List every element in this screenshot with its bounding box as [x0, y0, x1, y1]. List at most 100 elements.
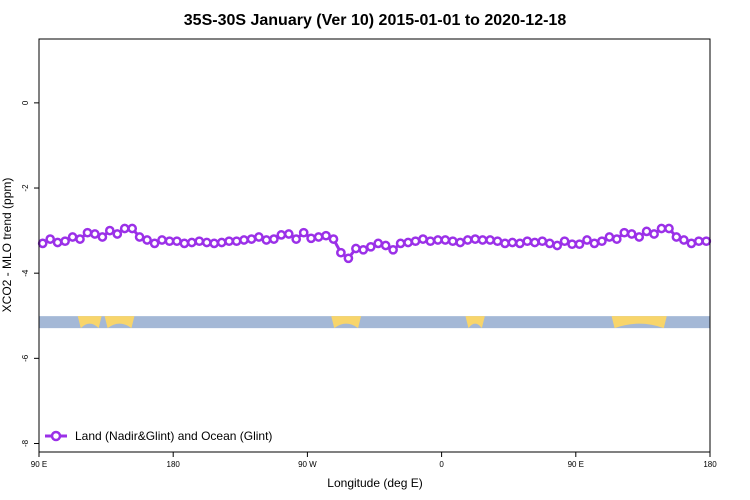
- data-point: [641, 226, 652, 237]
- data-point: [477, 235, 488, 245]
- data-point: [470, 234, 481, 244]
- data-point: [373, 238, 384, 249]
- data-point: [343, 253, 354, 264]
- legend: Land (Nadir&Glint) and Ocean (Glint): [45, 429, 272, 443]
- data-point: [306, 233, 316, 244]
- data-point: [388, 244, 398, 255]
- data-point: [433, 235, 443, 245]
- x-tick-label-3: 0: [439, 460, 444, 469]
- data-point: [693, 236, 704, 247]
- data-point: [515, 238, 525, 249]
- data-point: [321, 230, 331, 241]
- data-point: [209, 238, 220, 249]
- data-point: [500, 238, 510, 249]
- legend-marker: [50, 430, 62, 442]
- land-segment-0: [77, 316, 102, 329]
- y-tick-label-4: -8: [21, 439, 30, 447]
- data-point: [656, 223, 667, 234]
- data-point: [231, 236, 242, 247]
- data-point: [403, 237, 413, 248]
- data-point: [589, 238, 600, 249]
- data-point: [440, 235, 451, 245]
- data-point: [649, 229, 659, 239]
- data-point: [604, 232, 615, 242]
- data-point: [127, 223, 138, 234]
- y-tick-label-1: -2: [21, 184, 30, 192]
- data-point: [634, 232, 645, 242]
- data-point: [313, 232, 324, 242]
- data-point: [328, 234, 339, 244]
- data-point: [52, 237, 63, 248]
- data-point: [179, 238, 190, 249]
- data-point: [418, 234, 428, 244]
- plot-frame: [38, 38, 711, 453]
- data-point: [283, 229, 294, 239]
- data-point: [119, 223, 130, 234]
- data-point: [351, 243, 361, 254]
- data-point: [425, 236, 436, 247]
- data-point: [626, 229, 637, 239]
- data-point: [365, 241, 376, 252]
- data-point: [239, 235, 249, 245]
- data-point: [462, 235, 473, 245]
- data-point: [701, 236, 712, 247]
- data-point: [216, 237, 227, 248]
- data-point: [149, 238, 160, 249]
- x-tick-label-4: 90 E: [568, 460, 584, 469]
- land-segment-4: [611, 316, 667, 329]
- data-point: [559, 236, 570, 247]
- axis-ticks: 90 E 180 90 W 0 90 E 180 0 -2 -4 -6 -8: [21, 100, 717, 469]
- data-point: [395, 238, 406, 249]
- data-point: [82, 227, 93, 238]
- data-point: [597, 236, 607, 247]
- data-point: [201, 237, 212, 248]
- data-point: [358, 244, 369, 255]
- data-point: [671, 232, 682, 242]
- data-point: [186, 237, 197, 248]
- data-point: [507, 237, 518, 248]
- data-point: [336, 247, 346, 258]
- data-point: [142, 235, 152, 245]
- data-point: [104, 225, 115, 236]
- y-tick-label-3: -6: [21, 354, 30, 362]
- data-point: [686, 238, 697, 249]
- data-point: [157, 235, 167, 245]
- data-point: [567, 239, 577, 250]
- x-axis-label: Longitude (deg E): [327, 476, 422, 490]
- data-point: [552, 240, 563, 251]
- data-point: [45, 234, 56, 244]
- data-point: [172, 236, 182, 247]
- land-segment-3: [465, 316, 485, 329]
- data-point: [246, 234, 257, 244]
- data-point: [261, 235, 272, 245]
- data-point: [619, 227, 630, 238]
- data-point: [582, 235, 592, 245]
- data-point: [67, 232, 78, 242]
- land-segment-1: [104, 316, 135, 329]
- data-point: [455, 237, 466, 248]
- data-point: [90, 229, 100, 239]
- x-tick-label-5: 180: [703, 460, 717, 469]
- y-axis-label: XCO2 - MLO trend (ppm): [0, 178, 14, 313]
- data-point: [664, 223, 674, 234]
- data-point: [224, 236, 234, 247]
- data-point: [492, 236, 503, 247]
- data-point: [97, 232, 108, 242]
- data-point: [194, 236, 205, 247]
- data-point: [574, 239, 585, 250]
- data-point: [75, 234, 85, 244]
- data-point: [679, 235, 689, 245]
- data-point: [537, 236, 548, 247]
- data-point: [298, 227, 309, 238]
- data-point: [447, 236, 458, 247]
- y-tick-label-0: 0: [21, 100, 30, 105]
- data-point: [544, 238, 555, 249]
- data-point: [134, 232, 145, 242]
- data-point: [276, 230, 287, 240]
- x-tick-label-1: 180: [167, 460, 181, 469]
- data-point: [164, 236, 175, 247]
- land-segment-2: [331, 316, 362, 329]
- y-tick-label-2: -4: [21, 269, 30, 277]
- chart-title: 35S-30S January (Ver 10) 2015-01-01 to 2…: [184, 12, 567, 29]
